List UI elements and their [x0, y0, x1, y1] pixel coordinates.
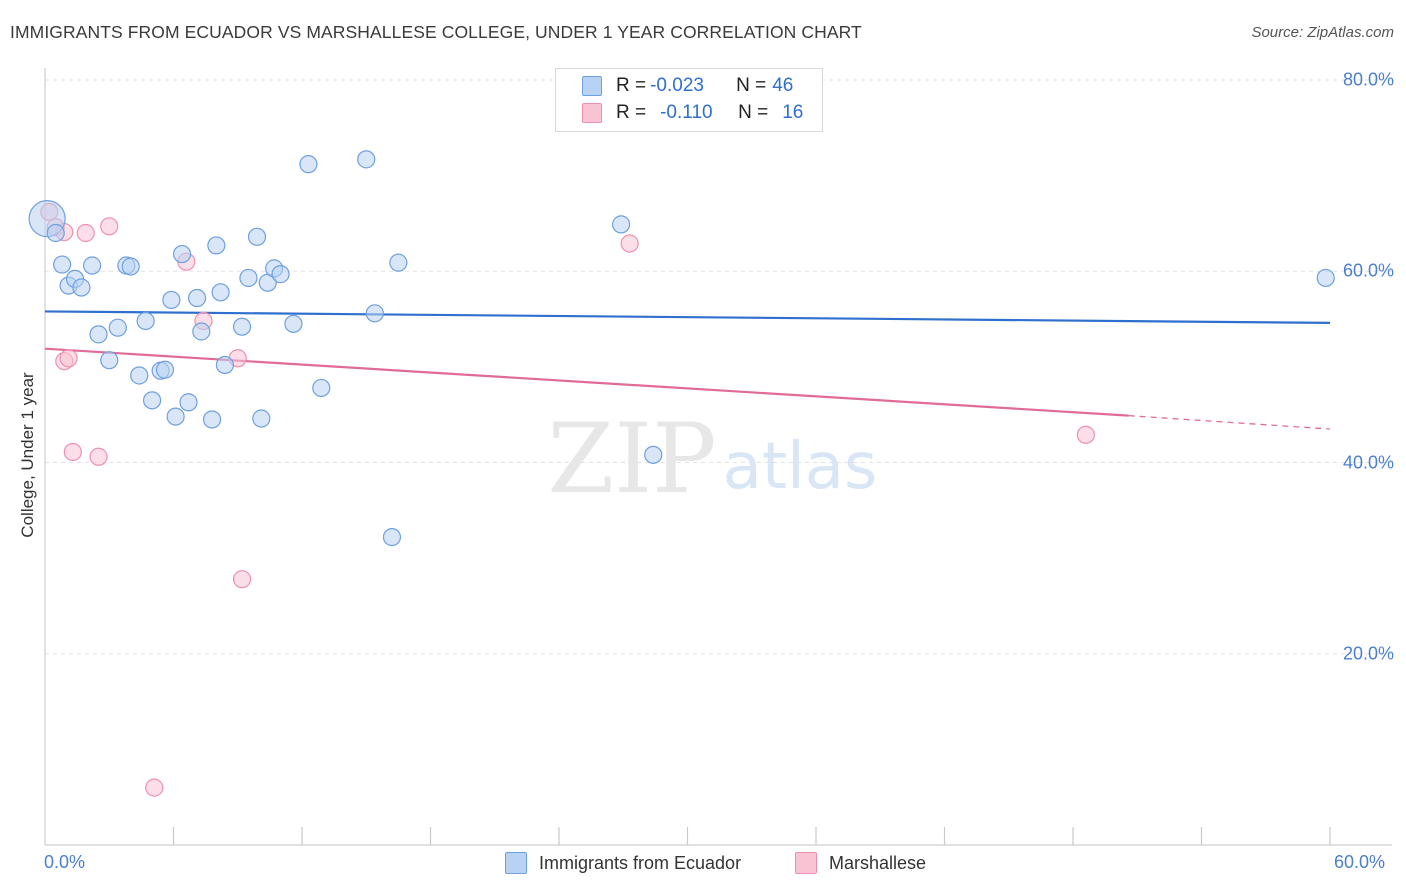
- data-point-ecuador: [644, 445, 663, 464]
- data-point-ecuador: [166, 407, 185, 426]
- data-point-marshallese: [59, 349, 78, 368]
- watermark-zip: ZIP: [547, 403, 716, 515]
- legend-row-marshallese: R = -0.110 N = 16: [582, 101, 803, 125]
- bottom-legend-label: Marshallese: [829, 852, 927, 873]
- source-label: Source: ZipAtlas.com: [1251, 24, 1394, 41]
- data-point-marshallese: [232, 570, 252, 589]
- data-point-ecuador: [121, 257, 140, 276]
- data-point-ecuador: [299, 155, 318, 174]
- bottom-legend-label: Immigrants from Ecuador: [539, 852, 742, 873]
- trend-line-ecuador: [44, 310, 1331, 324]
- bottom-legend-ecuador: Immigrants from Ecuador: [505, 852, 741, 874]
- legend-n-value: 16: [782, 102, 804, 123]
- data-point-ecuador: [252, 409, 271, 428]
- data-point-ecuador: [83, 256, 102, 275]
- legend-r-label: R =: [616, 102, 647, 123]
- data-point-marshallese: [63, 442, 82, 462]
- data-point-ecuador: [232, 317, 252, 336]
- data-point-ecuador: [207, 236, 226, 255]
- data-point-ecuador: [612, 215, 631, 234]
- y-tick-label: 40.0%: [1342, 452, 1394, 472]
- correlation-legend: R = -0.023 N = 46 R = -0.110 N = 16: [555, 68, 823, 132]
- data-point-ecuador: [108, 318, 127, 337]
- data-point-ecuador: [1316, 268, 1335, 288]
- y-tick-label: 20.0%: [1342, 643, 1394, 664]
- legend-row-ecuador: R = -0.023 N = 46: [582, 74, 793, 98]
- x-tick-label-max: 60.0%: [1334, 852, 1386, 872]
- data-point-ecuador: [202, 410, 222, 429]
- chart-title: IMMIGRANTS FROM ECUADOR VS MARSHALLESE C…: [10, 22, 862, 42]
- y-tick-label: 80.0%: [1342, 69, 1394, 90]
- data-point-ecuador: [179, 393, 198, 412]
- data-point-ecuador: [215, 355, 234, 375]
- data-point-ecuador: [284, 314, 303, 333]
- legend-r-value: -0.023: [650, 75, 704, 96]
- data-point-ecuador: [389, 253, 408, 272]
- bottom-legend-marshallese: Marshallese: [795, 852, 926, 874]
- data-point-marshallese: [620, 234, 639, 253]
- data-point-ecuador: [382, 527, 402, 547]
- data-point-marshallese: [76, 223, 95, 243]
- data-point-ecuador: [192, 322, 211, 341]
- y-tick-label: 60.0%: [1342, 260, 1394, 281]
- data-point-ecuador: [357, 150, 376, 169]
- legend-swatch-blue: [582, 76, 602, 96]
- axes: [44, 68, 1392, 846]
- data-point-ecuador: [130, 366, 149, 385]
- data-point-ecuador: [53, 255, 72, 274]
- legend-r-label: R =: [616, 75, 647, 96]
- x-tick-label-min: 0.0%: [44, 852, 86, 872]
- data-point-ecuador: [187, 288, 207, 308]
- data-point-ecuador: [136, 311, 155, 331]
- legend-n-label: N =: [738, 102, 769, 123]
- data-point-marshallese: [145, 778, 164, 797]
- legend-swatch-pink: [582, 103, 602, 123]
- data-point-ecuador: [142, 391, 162, 410]
- data-point-ecuador: [312, 378, 331, 398]
- bottom-legend-swatch-blue: [505, 852, 527, 874]
- legend-n-value: 46: [772, 75, 794, 96]
- data-point-ecuador: [100, 351, 119, 370]
- y-axis-label: College, Under 1 year: [18, 372, 37, 538]
- data-point-ecuador: [155, 360, 175, 379]
- data-point-ecuador: [46, 223, 65, 243]
- legend-n-label: N =: [736, 75, 767, 96]
- watermark-atlas: atlas: [723, 430, 878, 504]
- data-point-marshallese: [100, 217, 119, 236]
- data-point-marshallese: [89, 447, 108, 466]
- watermark: ZIP atlas: [547, 403, 877, 515]
- trend-line-marshallese-extension: [1128, 414, 1331, 430]
- legend-r-value: -0.110: [660, 102, 713, 123]
- bottom-legend-swatch-pink: [795, 852, 817, 874]
- data-points: [28, 150, 1335, 797]
- data-point-ecuador: [211, 283, 230, 302]
- data-point-ecuador: [72, 278, 91, 297]
- data-point-ecuador: [365, 304, 384, 323]
- data-point-ecuador: [239, 268, 258, 288]
- data-point-ecuador: [162, 290, 181, 310]
- data-point-ecuador: [89, 325, 108, 344]
- grid: [45, 79, 1392, 655]
- data-point-ecuador: [247, 227, 267, 246]
- data-point-marshallese: [1076, 425, 1095, 444]
- data-point-ecuador: [271, 265, 290, 284]
- data-point-ecuador: [172, 244, 192, 264]
